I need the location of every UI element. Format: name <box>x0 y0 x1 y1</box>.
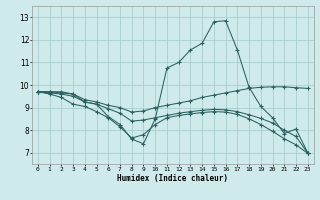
X-axis label: Humidex (Indice chaleur): Humidex (Indice chaleur) <box>117 174 228 183</box>
